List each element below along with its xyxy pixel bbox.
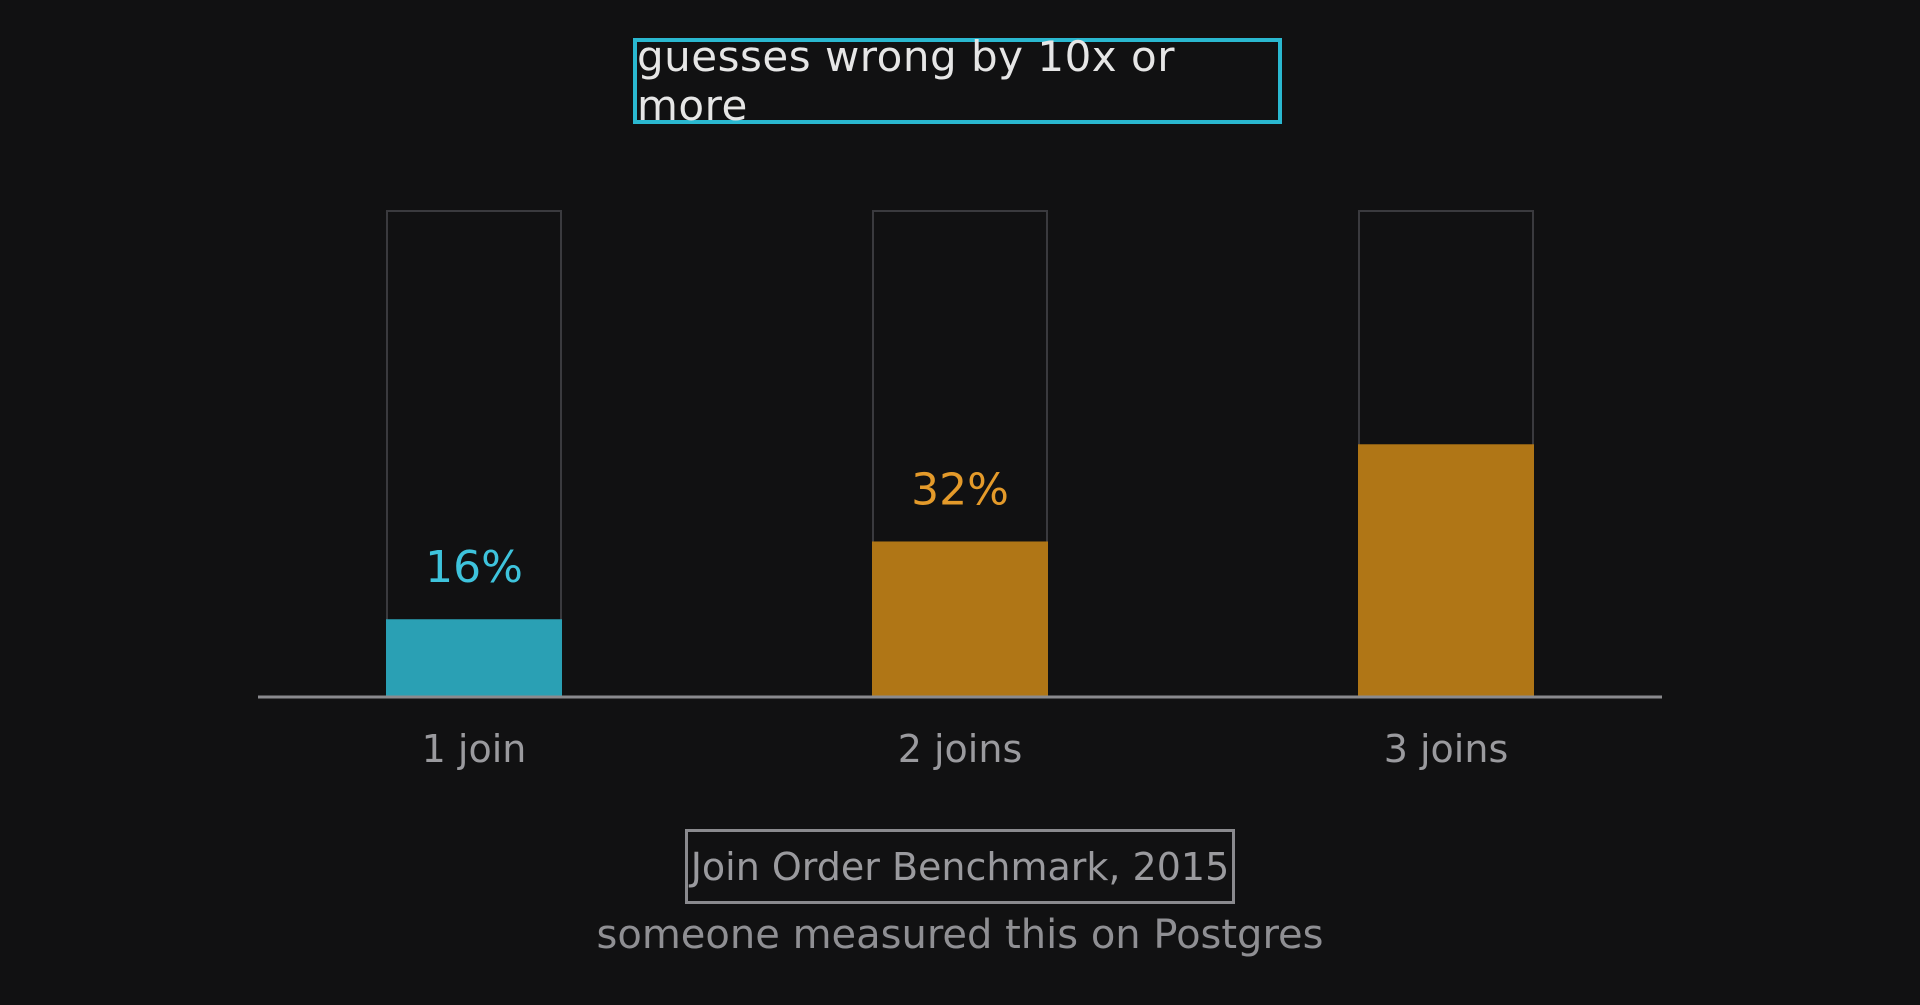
- note-text: someone measured this on Postgres: [596, 912, 1324, 958]
- source-label: Join Order Benchmark, 2015: [685, 829, 1235, 904]
- bar: [386, 619, 562, 697]
- bar: [1358, 444, 1534, 697]
- data-label: 32%: [911, 464, 1009, 515]
- tick-label: 2 joins: [898, 727, 1023, 771]
- bar: [872, 541, 1048, 697]
- tick-label: 1 join: [422, 727, 527, 771]
- data-label: 16%: [425, 542, 523, 593]
- chart-title: guesses wrong by 10x or more: [633, 32, 1282, 130]
- tick-label: 3 joins: [1384, 727, 1509, 771]
